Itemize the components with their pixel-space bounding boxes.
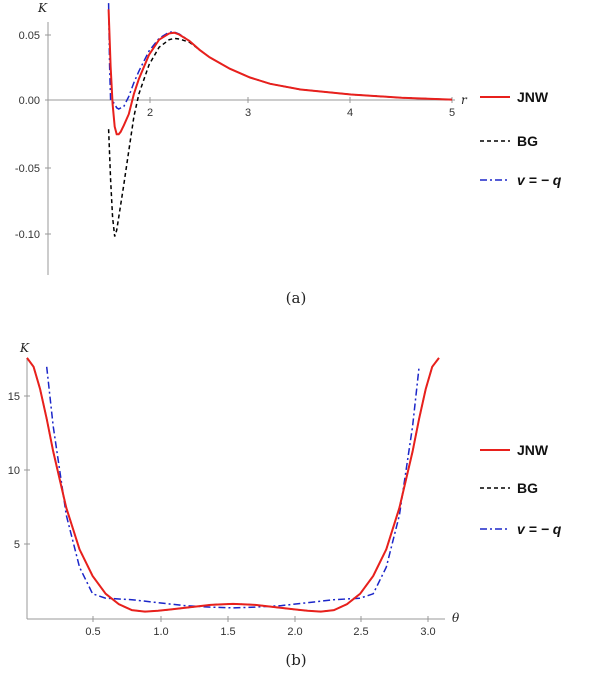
panel-b-y-tick-label: 10 [8, 465, 20, 477]
panel-a-series-v-eq-minus-q-line [107, 3, 453, 110]
panel-a-y-tick: 0.00 [19, 95, 51, 107]
panel-a-legend: JNW BG v = − q [480, 89, 562, 188]
panel-b-x-tick: 2.0 [287, 616, 303, 638]
panel-b-x-tick-label: 1.0 [153, 626, 168, 638]
panel-b-x-tick: 3.0 [420, 616, 436, 638]
legend-item-bg: BG [480, 480, 538, 496]
panel-a-y-tick-label: 0.00 [19, 95, 40, 107]
legend-item-bg: BG [480, 133, 538, 149]
panel-b-x-tick: 0.5 [85, 616, 101, 638]
panel-b-y-tick-label: 15 [8, 391, 20, 403]
legend-label-v-eq-minus-q: v = − q [517, 521, 562, 537]
legend-label-v-eq-minus-q: v = − q [517, 172, 562, 188]
panel-a-y-tick-label: -0.10 [15, 229, 40, 241]
panel-a-series-bg-line [107, 37, 453, 237]
panel-b-x-tick: 1.5 [220, 616, 236, 638]
legend-item-jnw: JNW [480, 89, 549, 105]
panel-b-y-tick-label: 5 [14, 539, 20, 551]
panel-b-series-v-eq-minus-q-line [45, 366, 420, 609]
panel-b-x-tick-label: 1.5 [220, 626, 235, 638]
panel-a-x-tick: 3 [245, 97, 251, 119]
panel-a-y-tick-label: 0.05 [19, 30, 40, 42]
panel-b-series-jnw-line [26, 357, 440, 613]
panel-b: K θ 0.5 1.0 1.5 2.0 2.5 3.0 15 [8, 341, 562, 669]
panel-b-legend: JNW BG v = − q [480, 442, 562, 537]
panel-b-y-tick: 15 [8, 391, 30, 403]
legend-label-jnw: JNW [517, 89, 549, 105]
panel-b-series-bg-line [26, 357, 440, 613]
panel-b-x-axis-label: θ [452, 611, 460, 625]
legend-label-jnw: JNW [517, 442, 549, 458]
panel-a-x-tick-label: 5 [449, 107, 455, 119]
legend-item-jnw: JNW [480, 442, 549, 458]
panel-b-caption: (b) [285, 651, 306, 669]
panel-a-y-tick: 0.05 [19, 30, 51, 42]
legend-item-v-eq-minus-q: v = − q [480, 172, 562, 188]
panel-a-x-tick-label: 3 [245, 107, 251, 119]
panel-b-y-tick: 5 [14, 539, 30, 551]
panel-b-x-tick-label: 2.0 [287, 626, 302, 638]
panel-b-x-tick-label: 0.5 [85, 626, 100, 638]
legend-label-bg: BG [517, 480, 538, 496]
legend-item-v-eq-minus-q: v = − q [480, 521, 562, 537]
legend-label-bg: BG [517, 133, 538, 149]
panel-a-y-axis-label: K [37, 1, 48, 15]
panel-a-y-tick-label: -0.05 [15, 163, 40, 175]
panel-b-x-tick: 2.5 [353, 616, 369, 638]
panel-b-y-axis-label: K [19, 341, 30, 355]
panel-b-x-tick: 1.0 [153, 616, 169, 638]
panel-a-caption: (a) [286, 289, 307, 307]
panel-a-y-tick: -0.10 [15, 229, 51, 241]
panel-b-y-tick: 10 [8, 465, 30, 477]
panel-a-y-tick: -0.05 [15, 163, 51, 175]
panel-a-series-jnw-line [107, 9, 453, 136]
panel-a-x-tick: 5 [449, 97, 455, 119]
panel-b-x-tick-label: 2.5 [353, 626, 368, 638]
panel-a-x-tick-label: 4 [347, 107, 353, 119]
panel-a: K r 2 3 4 5 0.05 0.00 -0.05 [15, 1, 562, 307]
panel-a-x-tick-label: 2 [147, 107, 153, 119]
panel-a-x-axis-label: r [461, 93, 468, 107]
panel-b-x-tick-label: 3.0 [420, 626, 435, 638]
panel-a-x-tick: 2 [147, 97, 153, 119]
panel-a-x-tick: 4 [347, 97, 353, 119]
